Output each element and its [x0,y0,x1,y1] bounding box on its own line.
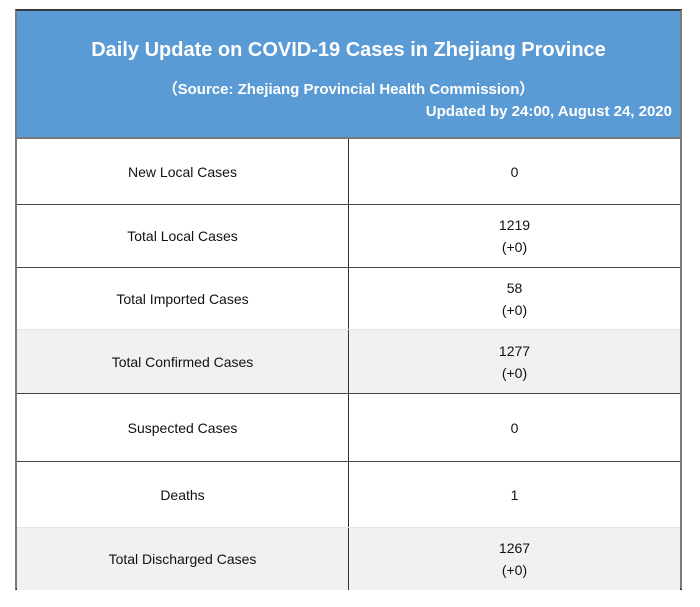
source-note: （Source: Zhejiang Provincial Health Comm… [162,81,535,98]
row-label: Total Discharged Cases [17,528,349,590]
row-value: 0 [510,419,519,436]
updated-timestamp: Updated by 24:00, August 24, 2020 [425,103,672,120]
table-row: Total Discharged Cases 1267 (+0) [17,528,680,590]
row-value: 1219 [498,217,531,233]
row-value-cell: 1219 (+0) [349,205,680,267]
row-value: 1277 [498,342,531,359]
row-label: New Local Cases [17,139,349,204]
table-row: Total Imported Cases 58 (+0) [17,268,680,330]
row-value-cell: 0 [349,139,680,204]
row-value-cell: 1277 (+0) [349,330,680,393]
table-row: Total Local Cases 1219 (+0) [17,205,680,268]
row-label: Deaths [17,462,349,527]
row-change: (+0) [501,364,528,381]
row-change: (+0) [501,239,528,255]
row-label: Total Confirmed Cases [17,330,349,393]
row-value-cell: 1267 (+0) [349,528,680,590]
row-label: Total Local Cases [17,205,349,267]
row-value: 58 [506,279,523,296]
table-row: Deaths 1 [17,462,680,528]
page-title: Daily Update on COVID-19 Cases in Zhejia… [91,39,606,61]
row-value-cell: 0 [349,394,680,461]
row-change: (+0) [501,562,528,578]
row-label: Total Imported Cases [17,268,349,329]
row-value: 1 [510,486,519,503]
row-change: (+0) [501,301,528,318]
table-header: Daily Update on COVID-19 Cases in Zhejia… [17,11,680,139]
row-value-cell: 58 (+0) [349,268,680,329]
table-body: New Local Cases 0 Total Local Cases 1219… [17,139,680,590]
row-label: Suspected Cases [17,394,349,461]
table-row: New Local Cases 0 [17,139,680,205]
covid-update-table: Daily Update on COVID-19 Cases in Zhejia… [15,9,682,590]
row-value: 0 [510,163,519,180]
table-row: Total Confirmed Cases 1277 (+0) [17,330,680,394]
row-value: 1267 [498,540,531,556]
row-value-cell: 1 [349,462,680,527]
table-row: Suspected Cases 0 [17,394,680,462]
